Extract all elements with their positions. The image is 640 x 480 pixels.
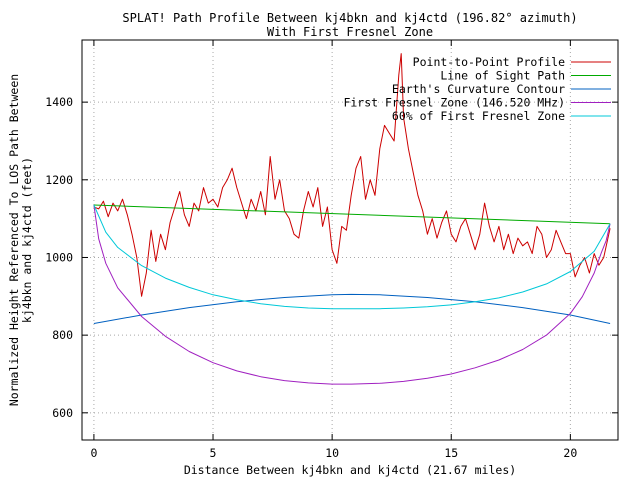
y-tick-label: 800 xyxy=(52,328,73,342)
y-axis-label-line-2: kj4bkn and kj4ctd (feet) xyxy=(20,157,34,323)
x-tick-label: 20 xyxy=(563,446,577,460)
chart-subtitle: With First Fresnel Zone xyxy=(267,25,433,39)
y-tick-label: 1200 xyxy=(45,173,73,187)
plot-area-border xyxy=(81,39,619,441)
y-tick-label: 1400 xyxy=(45,95,73,109)
y-tick-label: 1000 xyxy=(45,250,73,264)
legend-label: First Fresnel Zone (146.520 MHz) xyxy=(343,96,565,110)
x-tick-label: 5 xyxy=(210,446,217,460)
x-axis-label: Distance Between kj4bkn and kj4ctd (21.6… xyxy=(184,463,516,477)
series-line-first-fresnel-zone-146-520-mhz xyxy=(93,204,611,385)
series-line-earth-s-curvature-contour xyxy=(93,293,611,324)
legend-label: Earth's Curvature Contour xyxy=(392,82,565,96)
legend-label: Point-to-Point Profile xyxy=(413,55,565,69)
x-tick-label: 15 xyxy=(444,446,458,460)
y-axis-label-line-1: Normalized Height Referenced To LOS Path… xyxy=(7,74,21,406)
series-line-point-to-point-profile xyxy=(93,53,611,297)
axis-ticks: 0 5 10 15 20 600 800 1000 1200 1400 xyxy=(45,40,618,460)
chart-title: SPLAT! Path Profile Between kj4bkn and k… xyxy=(122,11,577,25)
grid-lines xyxy=(82,40,618,440)
chart-series xyxy=(93,53,611,385)
y-tick-label: 600 xyxy=(52,406,73,420)
legend-label: 60% of First Fresnel Zone xyxy=(392,109,565,123)
x-tick-label: 0 xyxy=(90,446,97,460)
x-tick-label: 10 xyxy=(325,446,339,460)
legend-label: Line of Sight Path xyxy=(440,69,565,83)
series-line-line-of-sight-path xyxy=(93,204,611,225)
series-line-60-of-first-fresnel-zone xyxy=(93,204,611,310)
